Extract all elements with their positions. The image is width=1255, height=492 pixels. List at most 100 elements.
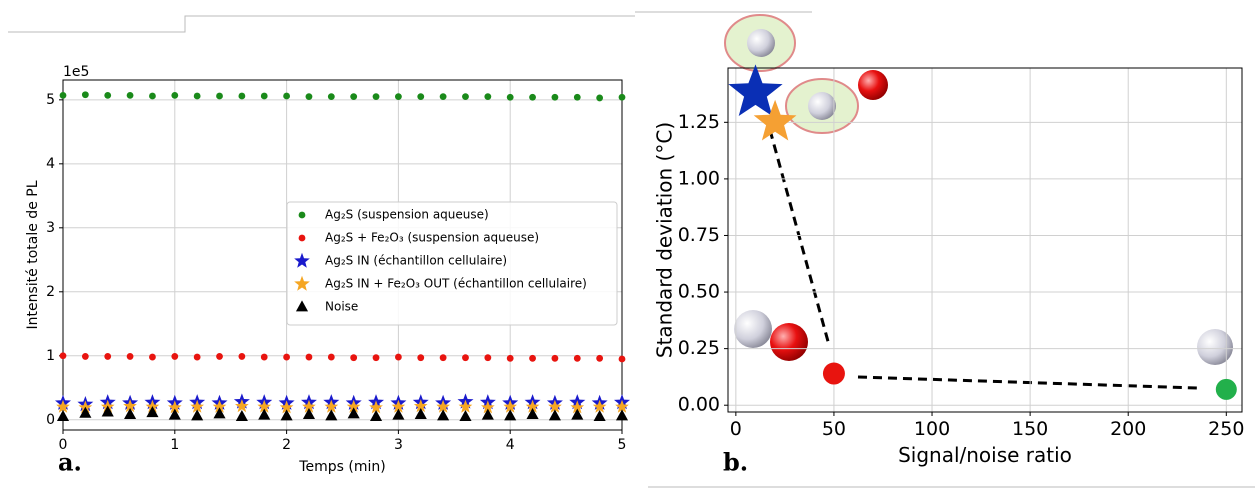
data-point xyxy=(436,399,450,413)
data-point xyxy=(573,93,581,101)
data-point xyxy=(59,352,67,360)
data-point xyxy=(596,94,604,102)
plot-frame xyxy=(727,67,1243,413)
data-point xyxy=(104,91,112,99)
data-point xyxy=(506,354,514,362)
y-axis-label: Standard deviation (°C) xyxy=(653,122,677,358)
data-point xyxy=(101,405,114,417)
data-point xyxy=(212,399,227,413)
data-point xyxy=(369,409,383,421)
border-decoration xyxy=(8,11,1255,488)
data-point xyxy=(79,406,92,418)
data-point xyxy=(213,407,226,419)
data-point xyxy=(414,408,427,420)
data-point xyxy=(526,408,539,420)
data-point xyxy=(258,408,271,420)
plot-frame xyxy=(62,79,623,431)
legend-marker xyxy=(294,252,310,268)
data-point xyxy=(615,409,629,421)
legend-label: Ag₂S (suspension aqueuse) xyxy=(325,208,489,222)
data-point xyxy=(193,353,201,361)
data-point xyxy=(372,354,380,362)
legend-marker xyxy=(295,300,309,312)
data-point xyxy=(168,400,182,414)
x-axis-label: Signal/noise ratio xyxy=(898,443,1072,467)
data-point xyxy=(728,64,783,116)
data-point xyxy=(123,399,137,413)
panel-label: a. xyxy=(58,448,82,477)
legend-label: Noise xyxy=(325,300,358,314)
data-point xyxy=(191,409,204,421)
data-point xyxy=(439,93,447,101)
y-tick-label: 4 xyxy=(46,156,55,172)
data-point xyxy=(462,93,469,101)
data-point xyxy=(56,409,70,421)
data-point xyxy=(618,355,626,363)
data-point xyxy=(458,399,473,413)
data-point xyxy=(551,93,559,101)
x-tick-label: 2 xyxy=(282,437,291,453)
data-point xyxy=(126,91,134,99)
data-point xyxy=(484,354,492,362)
data-point xyxy=(279,400,294,414)
data-point xyxy=(283,353,290,361)
x-tick-label: 100 xyxy=(914,418,950,440)
data-point xyxy=(324,399,339,413)
data-point xyxy=(190,399,204,413)
data-point xyxy=(238,353,246,360)
data-point xyxy=(504,409,517,421)
panel-label: b. xyxy=(723,448,748,477)
data-point xyxy=(168,408,181,420)
data-point xyxy=(305,353,313,361)
data-point xyxy=(305,93,313,101)
data-point xyxy=(149,353,156,361)
data-point xyxy=(347,407,360,419)
x-tick-label: 200 xyxy=(1110,418,1146,440)
y-tick-label: 5 xyxy=(46,92,55,108)
data-point xyxy=(506,93,514,101)
data-point xyxy=(529,93,536,101)
legend-label: Ag₂S IN (échantillon cellulaire) xyxy=(325,254,507,268)
data-point xyxy=(280,409,293,421)
data-point xyxy=(81,91,89,99)
data-point xyxy=(235,409,248,421)
data-point xyxy=(59,91,67,99)
x-tick-label: 5 xyxy=(618,437,627,453)
data-point xyxy=(615,399,629,413)
data-point xyxy=(413,399,428,413)
data-point xyxy=(346,399,361,413)
data-point xyxy=(1215,378,1237,400)
y-tick-label: 0.25 xyxy=(678,337,720,359)
y-tick-label: 0 xyxy=(46,412,55,428)
illustrations xyxy=(724,14,1233,390)
data-point xyxy=(302,399,316,413)
data-point xyxy=(327,353,335,361)
data-point xyxy=(149,92,156,100)
data-point xyxy=(593,409,606,421)
x-tick-label: 0 xyxy=(730,418,742,440)
x-tick-label: 4 xyxy=(506,437,515,453)
y-tick-label: 2 xyxy=(46,284,55,300)
data-point xyxy=(325,409,338,421)
data-point xyxy=(104,353,112,360)
legend-box xyxy=(286,201,618,326)
data-point xyxy=(81,353,89,360)
legend-label: Ag₂S + Fe₂O₃ (suspension aqueuse) xyxy=(325,231,539,245)
data-point xyxy=(462,354,469,362)
data-point xyxy=(260,92,268,100)
data-point xyxy=(503,399,517,413)
data-point xyxy=(126,353,134,360)
data-point xyxy=(525,399,540,413)
x-tick-label: 250 xyxy=(1208,418,1244,440)
data-point xyxy=(350,354,358,362)
data-point xyxy=(369,400,383,414)
y-axis-label: Intensité totale de PL xyxy=(25,180,41,329)
data-point xyxy=(548,409,561,421)
data-point xyxy=(302,408,316,420)
data-point xyxy=(238,92,246,100)
y-tick-label: 1.00 xyxy=(678,167,720,189)
data-point xyxy=(124,408,137,420)
y-tick-label: 1 xyxy=(46,348,55,364)
data-point xyxy=(437,409,450,421)
